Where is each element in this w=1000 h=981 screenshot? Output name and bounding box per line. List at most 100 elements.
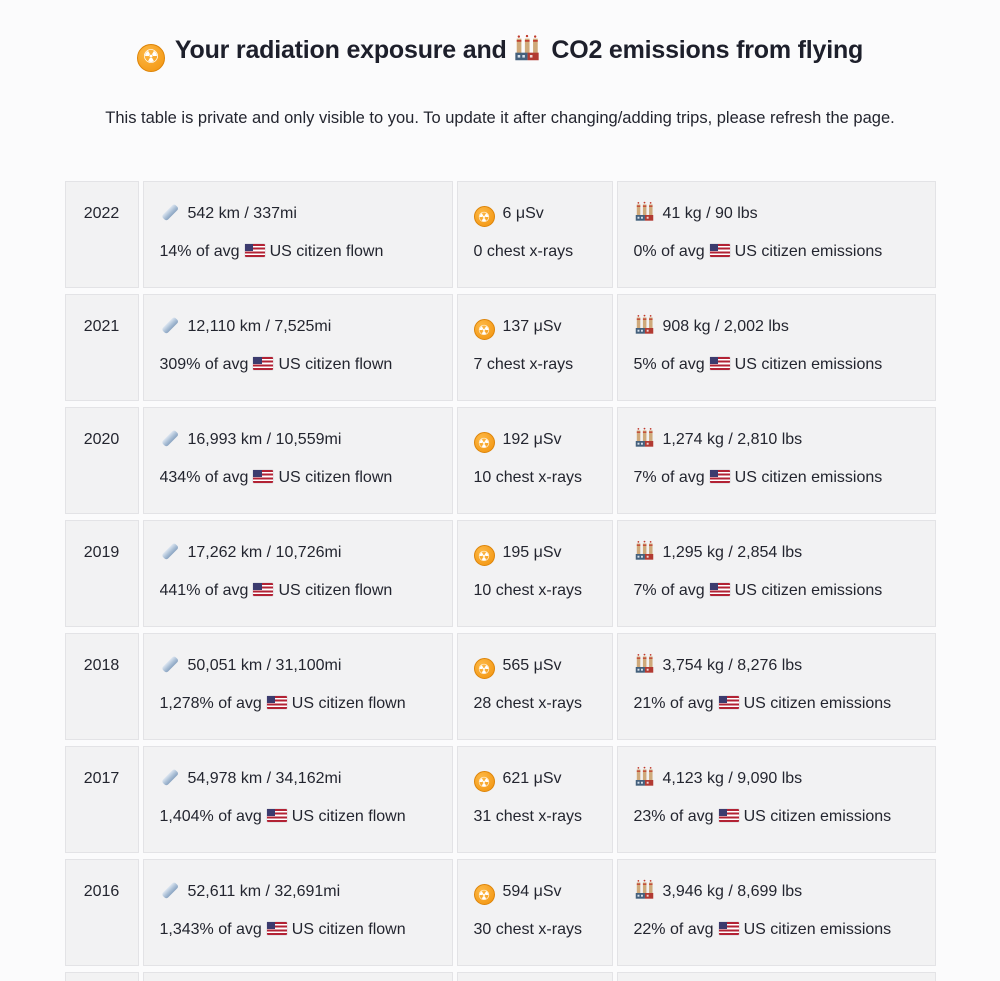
emissions-note-prefix: 21% of avg: [633, 694, 714, 712]
radiation-note-text: 10 chest x-rays: [473, 581, 582, 599]
distance-note: 14% of avg US citizen flown: [160, 233, 436, 271]
factory-icon: [634, 538, 655, 560]
ruler-icon: [160, 541, 180, 561]
ruler-icon: [160, 880, 180, 900]
emissions-line: 908 kg / 2,002 lbs: [634, 308, 919, 346]
page-title-text-2: CO2 emissions from flying: [551, 36, 864, 64]
emissions-note-prefix: 7% of avg: [633, 468, 705, 486]
emissions-note: 21% of avg US citizen emissions: [634, 685, 919, 723]
radiation-note-text: 31 chest x-rays: [473, 807, 582, 825]
radiation-line: ☢ 195 μSv: [473, 534, 596, 572]
us-flag-icon: [266, 921, 287, 935]
radiation-value: 621 μSv: [502, 769, 562, 787]
us-flag-icon: [709, 469, 730, 483]
distance-note-suffix: US citizen flown: [291, 807, 406, 825]
table-row: 2017 54,978 km / 34,162mi 1,404% of avg U…: [64, 745, 936, 853]
distance-cell: 12,110 km / 7,525mi 309% of avg US citize…: [142, 293, 453, 401]
distance-note-prefix: 434% of avg: [159, 468, 249, 486]
radiation-note-text: 7 chest x-rays: [473, 355, 574, 373]
us-flag-icon: [253, 469, 274, 483]
trips-table-container: 2022 542 km / 337mi 14% of avg US citizen…: [61, 175, 940, 981]
emissions-note-suffix: US citizen emissions: [734, 468, 883, 486]
distance-line: 16,993 km / 10,559mi: [160, 421, 436, 459]
factory-icon: [634, 764, 655, 786]
emissions-line: 4,123 kg / 9,090 lbs: [634, 760, 919, 798]
radiation-cell: ☢ 621 μSv 31 chest x-rays: [456, 745, 613, 853]
radioactive-icon: ☢: [473, 545, 495, 566]
distance-cell: 50,051 km / 31,100mi 1,278% of avg US cit…: [142, 632, 453, 740]
year-cell: 2021: [64, 293, 139, 401]
emissions-value: 3,754 kg / 8,276 lbs: [662, 656, 803, 674]
table-row: 2018 50,051 km / 31,100mi 1,278% of avg U…: [64, 632, 936, 740]
factory-icon: [513, 34, 541, 62]
distance-cell: 17,262 km / 10,726mi 441% of avg US citiz…: [142, 519, 453, 627]
factory-icon: [634, 651, 655, 673]
distance-cell: 542 km / 337mi 14% of avg US citizen flow…: [142, 180, 453, 288]
radiation-line: ☢ 621 μSv: [473, 760, 596, 798]
radioactive-icon: ☢: [473, 884, 495, 905]
distance-note: 1,278% of avg US citizen flown: [160, 685, 436, 723]
radiation-cell: ☢ 195 μSv 10 chest x-rays: [456, 519, 613, 627]
radiation-note-text: 30 chest x-rays: [473, 920, 582, 938]
distance-line: 50,051 km / 31,100mi: [160, 647, 436, 685]
year-label: 2020: [83, 430, 120, 448]
us-flag-icon: [709, 356, 730, 370]
distance-value: 12,110 km / 7,525mi: [187, 317, 332, 335]
distance-cell: 52,611 km / 32,691mi 1,343% of avg US cit…: [142, 858, 453, 966]
emissions-note: 7% of avg US citizen emissions: [634, 459, 919, 497]
factory-icon: [634, 877, 655, 899]
year-label: 2016: [83, 882, 120, 900]
trips-table-body: 2022 542 km / 337mi 14% of avg US citizen…: [64, 180, 936, 981]
page-title: ☢ Your radiation exposure and CO2 emissio…: [0, 34, 1000, 72]
table-row: 2021 12,110 km / 7,525mi 309% of avg US c…: [64, 293, 936, 401]
radiation-line: ☢ 594 μSv: [473, 873, 596, 911]
year-label: 2017: [83, 769, 120, 787]
emissions-note-prefix: 23% of avg: [633, 807, 714, 825]
us-flag-icon: [718, 695, 739, 709]
radiation-value: 195 μSv: [502, 543, 562, 561]
radiation-value: 565 μSv: [502, 656, 562, 674]
distance-value: 52,611 km / 32,691mi: [187, 882, 341, 900]
radiation-line: ☢ 137 μSv: [473, 308, 596, 346]
distance-note-prefix: 309% of avg: [159, 355, 249, 373]
emissions-note-suffix: US citizen emissions: [743, 920, 892, 938]
factory-icon: [634, 312, 655, 334]
radiation-note: 10 chest x-rays: [474, 459, 596, 497]
distance-note-suffix: US citizen flown: [278, 468, 393, 486]
emissions-note-suffix: US citizen emissions: [734, 581, 883, 599]
us-flag-icon: [253, 356, 274, 370]
distance-line: 542 km / 337mi: [160, 195, 436, 233]
emissions-note-suffix: US citizen emissions: [734, 242, 883, 260]
emissions-note-prefix: 0% of avg: [633, 242, 705, 260]
emissions-note-prefix: 22% of avg: [633, 920, 714, 938]
distance-line: 17,262 km / 10,726mi: [160, 534, 436, 572]
radioactive-icon: ☢: [473, 432, 495, 453]
page-title-text-1: Your radiation exposure and: [174, 36, 507, 64]
emissions-note: 22% of avg US citizen emissions: [634, 911, 919, 949]
distance-cell: [142, 971, 453, 981]
emissions-value: 1,295 kg / 2,854 lbs: [662, 543, 803, 561]
ruler-icon: [160, 202, 180, 222]
distance-note-suffix: US citizen flown: [278, 581, 393, 599]
radiation-line: ☢ 192 μSv: [473, 421, 596, 459]
emissions-note: 7% of avg US citizen emissions: [634, 572, 919, 610]
distance-note-suffix: US citizen flown: [291, 694, 406, 712]
radiation-line: ☢ 6 μSv: [473, 195, 596, 233]
factory-icon: [634, 425, 655, 447]
table-row: 2016 52,611 km / 32,691mi 1,343% of avg U…: [64, 858, 936, 966]
table-row: 2020 16,993 km / 10,559mi 434% of avg US …: [64, 406, 936, 514]
emissions-value: 4,123 kg / 9,090 lbs: [662, 769, 803, 787]
emissions-note-suffix: US citizen emissions: [734, 355, 883, 373]
distance-note-prefix: 14% of avg: [159, 242, 240, 260]
emissions-value: 908 kg / 2,002 lbs: [662, 317, 789, 335]
table-row: 2019 17,262 km / 10,726mi 441% of avg US …: [64, 519, 936, 627]
radioactive-icon: ☢: [473, 771, 495, 792]
emissions-cell: 1,295 kg / 2,854 lbs 7% of avg US citizen…: [616, 519, 936, 627]
trips-table: 2022 542 km / 337mi 14% of avg US citizen…: [61, 175, 940, 981]
radiation-note: 30 chest x-rays: [474, 911, 596, 949]
us-flag-icon: [709, 582, 730, 596]
emissions-line: 41 kg / 90 lbs: [634, 195, 919, 233]
distance-note-prefix: 1,404% of avg: [159, 807, 262, 825]
year-label: 2019: [83, 543, 120, 561]
us-flag-icon: [266, 695, 287, 709]
